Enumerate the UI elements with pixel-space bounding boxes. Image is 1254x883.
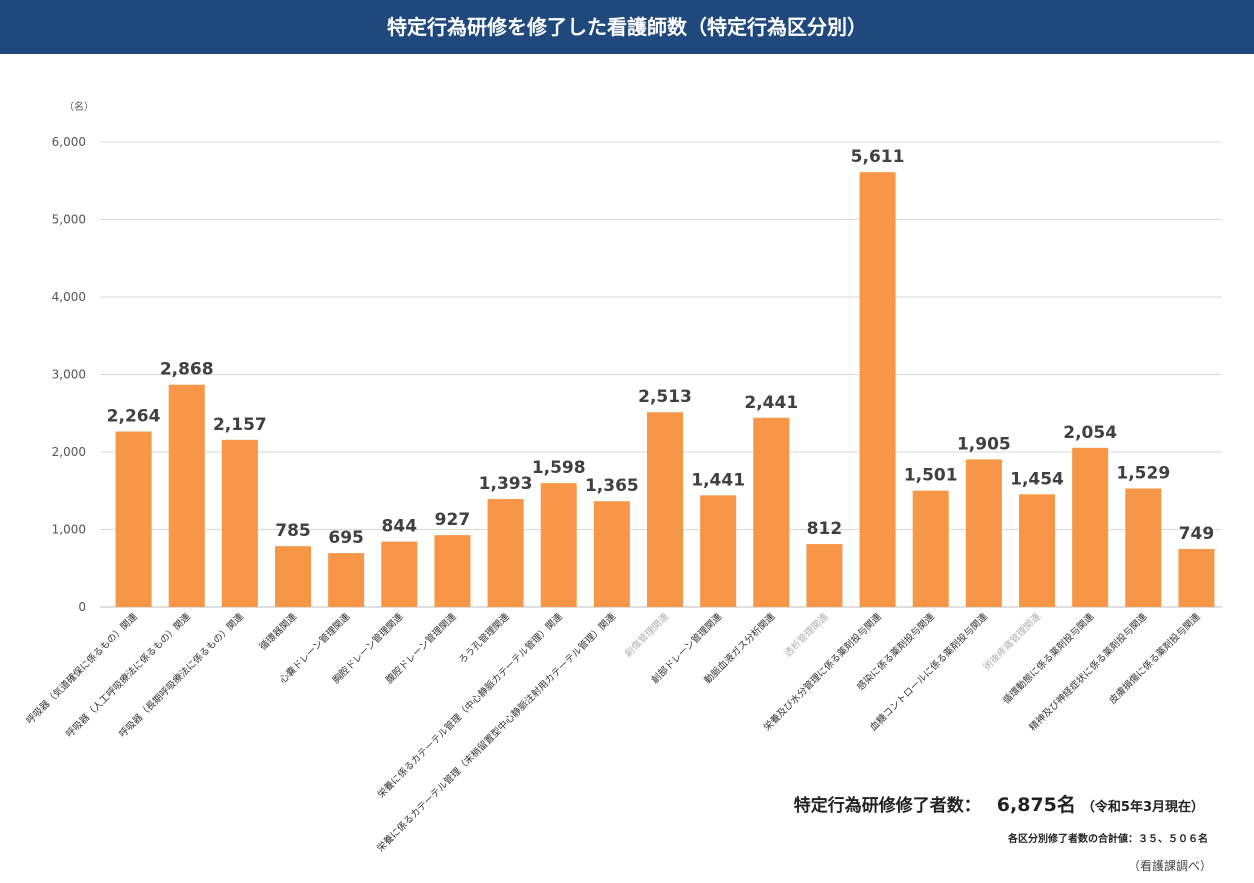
data-label: 695 (328, 528, 364, 548)
data-label: 2,264 (107, 407, 161, 427)
bar (115, 431, 152, 607)
bar (912, 490, 949, 607)
data-label: 2,868 (160, 360, 214, 380)
x-category-label: 循環器関連 (257, 610, 299, 652)
x-category-label: 皮膚損傷に係る薬剤投与関連 (1107, 610, 1203, 706)
data-label: 1,441 (691, 470, 745, 490)
bar (1072, 447, 1109, 607)
data-label: 1,393 (479, 474, 533, 494)
bar (540, 483, 577, 607)
x-category-label: 栄養に係るカテーテル管理（中心静脈カテーテル管理）関連 (375, 610, 565, 800)
bar (381, 541, 418, 607)
x-category-label: ろう孔管理関連 (456, 610, 512, 666)
data-label: 927 (435, 510, 471, 530)
bar (593, 501, 630, 607)
bar (700, 495, 737, 607)
x-category-label: 創傷管理関連 (622, 610, 671, 659)
x-category-label: 栄養及び水分管理に係る薬剤投与関連 (761, 610, 884, 733)
x-category-label: 術後疼痛管理関連 (981, 610, 1044, 673)
data-label: 785 (275, 521, 311, 541)
data-label: 1,598 (532, 458, 586, 478)
data-label: 812 (807, 519, 843, 539)
y-tick-label: 0 (78, 600, 86, 614)
data-label: 749 (1179, 524, 1215, 544)
data-label: 2,054 (1063, 423, 1117, 443)
bar (753, 417, 790, 607)
bar (1125, 488, 1162, 607)
bar (168, 384, 205, 607)
data-label: 2,441 (744, 393, 798, 413)
data-label: 1,529 (1116, 464, 1170, 484)
total-completers-value: 6,875名 (996, 794, 1076, 816)
y-tick-label: 5,000 (52, 213, 86, 227)
bar (806, 544, 843, 607)
bar (487, 499, 524, 607)
total-completers-label: 特定行為研修修了者数： (793, 796, 981, 816)
data-label: 2,157 (213, 415, 267, 435)
bar (647, 412, 683, 607)
y-tick-label: 4,000 (52, 290, 86, 304)
x-category-label: 循環動態に係る薬剤投与関連 (1000, 610, 1096, 706)
bar (275, 546, 311, 607)
y-tick-label: 2,000 (52, 445, 86, 459)
bar (1178, 548, 1215, 607)
x-category-label: 透析管理関連 (782, 610, 831, 659)
data-label: 1,365 (585, 476, 639, 496)
sum-note: 各区分別修了者数の合計値：３５、５０６名 (1008, 834, 1208, 845)
x-category-label: 呼吸器（気道確保に係るもの）関連 (24, 610, 140, 726)
x-category-label: 精神及び神経症状に係る薬剤投与関連 (1027, 610, 1150, 733)
data-label: 5,611 (851, 147, 905, 167)
data-label: 1,905 (957, 434, 1011, 454)
data-label: 1,501 (904, 466, 958, 486)
x-category-label: 栄養に係るカテーテル管理（末梢留置型中心静脈注射用カテーテル管理）関連 (374, 610, 618, 854)
bar (434, 535, 471, 607)
bar (1019, 494, 1055, 607)
y-tick-label: 1,000 (52, 523, 86, 537)
y-tick-label: 6,000 (52, 135, 86, 149)
bar (221, 439, 258, 607)
total-completers: 特定行為研修修了者数： 6,875名 （令和5年3月現在） (794, 790, 1204, 817)
y-tick-label: 3,000 (52, 368, 86, 382)
bar (859, 172, 896, 607)
page-title: 特定行為研修を修了した看護師数（特定行為区分別） (0, 0, 1254, 54)
source-note: （看護課調べ） (1127, 859, 1212, 873)
bar (328, 553, 365, 607)
x-category-label: 血糖コントロールに係る薬剤投与関連 (867, 610, 990, 733)
data-label: 1,454 (1010, 469, 1064, 489)
y-axis-unit-label: （名） (64, 100, 94, 113)
data-label: 2,513 (638, 387, 692, 407)
data-label: 844 (382, 517, 418, 537)
bar (965, 459, 1002, 607)
total-completers-note: （令和5年3月現在） (1081, 800, 1204, 815)
